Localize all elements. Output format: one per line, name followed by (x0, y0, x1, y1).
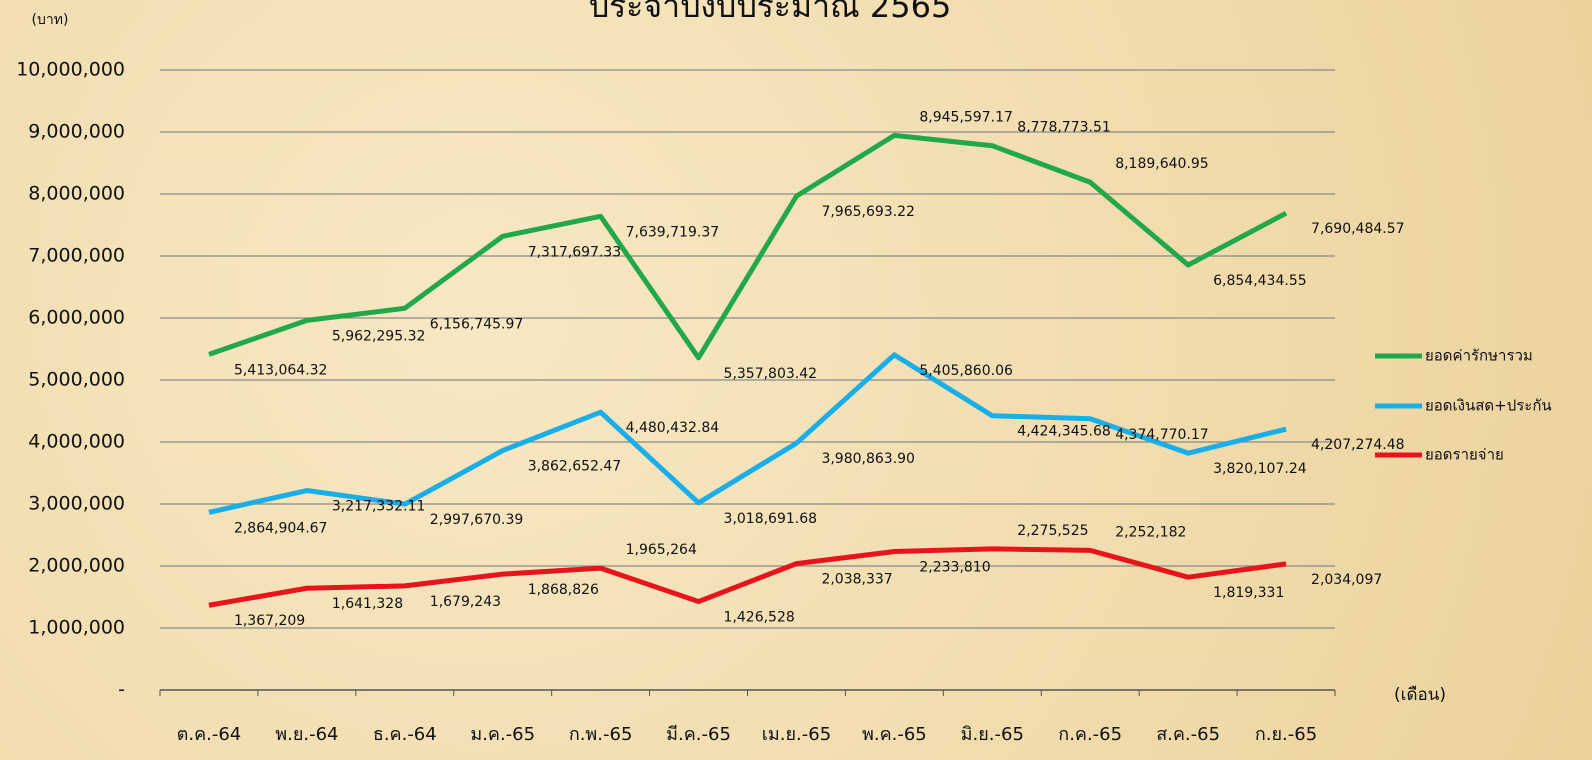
data-label: 3,217,332.11 (332, 499, 426, 515)
legend-label: ยอดเงินสด+ประกัน (1425, 397, 1552, 415)
y-tick-label: 7,000,000 (28, 245, 125, 267)
x-tick-label: ส.ค.-65 (1156, 724, 1220, 745)
y-tick-label: 6,000,000 (28, 307, 125, 329)
legend-label: ยอดค่ารักษารวม (1425, 347, 1533, 365)
series-line (208, 546, 1287, 608)
data-label: 1,367,209 (234, 613, 305, 629)
data-label: 5,962,295.32 (332, 328, 426, 344)
data-label: 1,426,528 (724, 610, 795, 626)
x-tick-label: ธ.ค.-64 (373, 724, 437, 745)
data-label: 1,868,826 (528, 582, 599, 598)
data-label: 3,862,652.47 (528, 459, 622, 475)
data-label: 7,317,697.33 (528, 244, 622, 260)
series-line (208, 132, 1288, 361)
y-tick-label: - (118, 679, 125, 701)
data-label: 7,690,484.57 (1311, 221, 1405, 237)
y-tick-label: 1,000,000 (28, 617, 125, 639)
y-axis-label: (บาท) (32, 12, 69, 28)
x-tick-label: ม.ค.-65 (470, 724, 535, 745)
y-tick-label: 8,000,000 (28, 183, 125, 205)
y-tick-label: 9,000,000 (28, 121, 125, 143)
x-tick-label: ก.ย.-65 (1255, 724, 1317, 745)
data-label: 8,189,640.95 (1115, 156, 1209, 172)
x-tick-label: เม.ย.-65 (762, 724, 831, 745)
data-label: 4,480,432.84 (626, 420, 720, 436)
data-label: 8,945,597.17 (919, 109, 1013, 125)
x-tick-label: ก.พ.-65 (569, 724, 633, 745)
x-tick-label: พ.ค.-65 (862, 724, 927, 745)
data-label: 6,854,434.55 (1213, 273, 1307, 289)
data-label: 2,275,525 (1017, 523, 1088, 539)
data-label: 2,864,904.67 (234, 520, 328, 536)
data-label: 2,233,810 (919, 560, 990, 576)
data-label: 3,820,107.24 (1213, 461, 1307, 477)
legend-label: ยอดรายจ่าย (1425, 446, 1504, 464)
x-tick-label: มี.ค.-65 (666, 724, 731, 745)
x-axis-label: (เดือน) (1394, 685, 1446, 705)
data-label: 2,997,670.39 (430, 512, 524, 528)
data-label: 7,639,719.37 (626, 224, 720, 240)
y-tick-label: 5,000,000 (28, 369, 125, 391)
y-tick-label: 3,000,000 (28, 493, 125, 515)
x-tick-label: พ.ย.-64 (275, 724, 338, 745)
data-label: 7,965,693.22 (821, 204, 915, 220)
chart-title: ประจำปีงบประมาณ 2565 (589, 0, 952, 25)
data-label: 4,374,770.17 (1115, 427, 1209, 443)
data-label: 5,413,064.32 (234, 362, 328, 378)
data-label: 3,018,691.68 (724, 511, 818, 527)
y-tick-label: 2,000,000 (28, 555, 125, 577)
data-label: 4,207,274.48 (1311, 437, 1405, 453)
data-label: 6,156,745.97 (430, 316, 524, 332)
data-label: 1,819,331 (1213, 585, 1284, 601)
data-label: 4,424,345.68 (1017, 424, 1111, 440)
y-tick-label: 4,000,000 (28, 431, 125, 453)
x-tick-label: ต.ค.-64 (177, 724, 242, 745)
data-label: 1,641,328 (332, 596, 403, 612)
x-tick-label: มิ.ย.-65 (961, 724, 1024, 745)
data-label: 1,965,264 (626, 542, 697, 558)
data-label: 2,038,337 (821, 572, 892, 588)
x-tick-label: ก.ค.-65 (1058, 724, 1122, 745)
data-label: 2,252,182 (1115, 524, 1186, 540)
y-tick-label: 10,000,000 (16, 59, 125, 81)
data-label: 8,778,773.51 (1017, 120, 1111, 136)
data-label: 5,405,860.06 (919, 363, 1013, 379)
data-label: 5,357,803.42 (724, 366, 818, 382)
series-line (208, 352, 1287, 515)
data-label: 1,679,243 (430, 594, 501, 610)
data-label: 3,980,863.90 (821, 451, 915, 467)
data-label: 2,034,097 (1311, 572, 1382, 588)
